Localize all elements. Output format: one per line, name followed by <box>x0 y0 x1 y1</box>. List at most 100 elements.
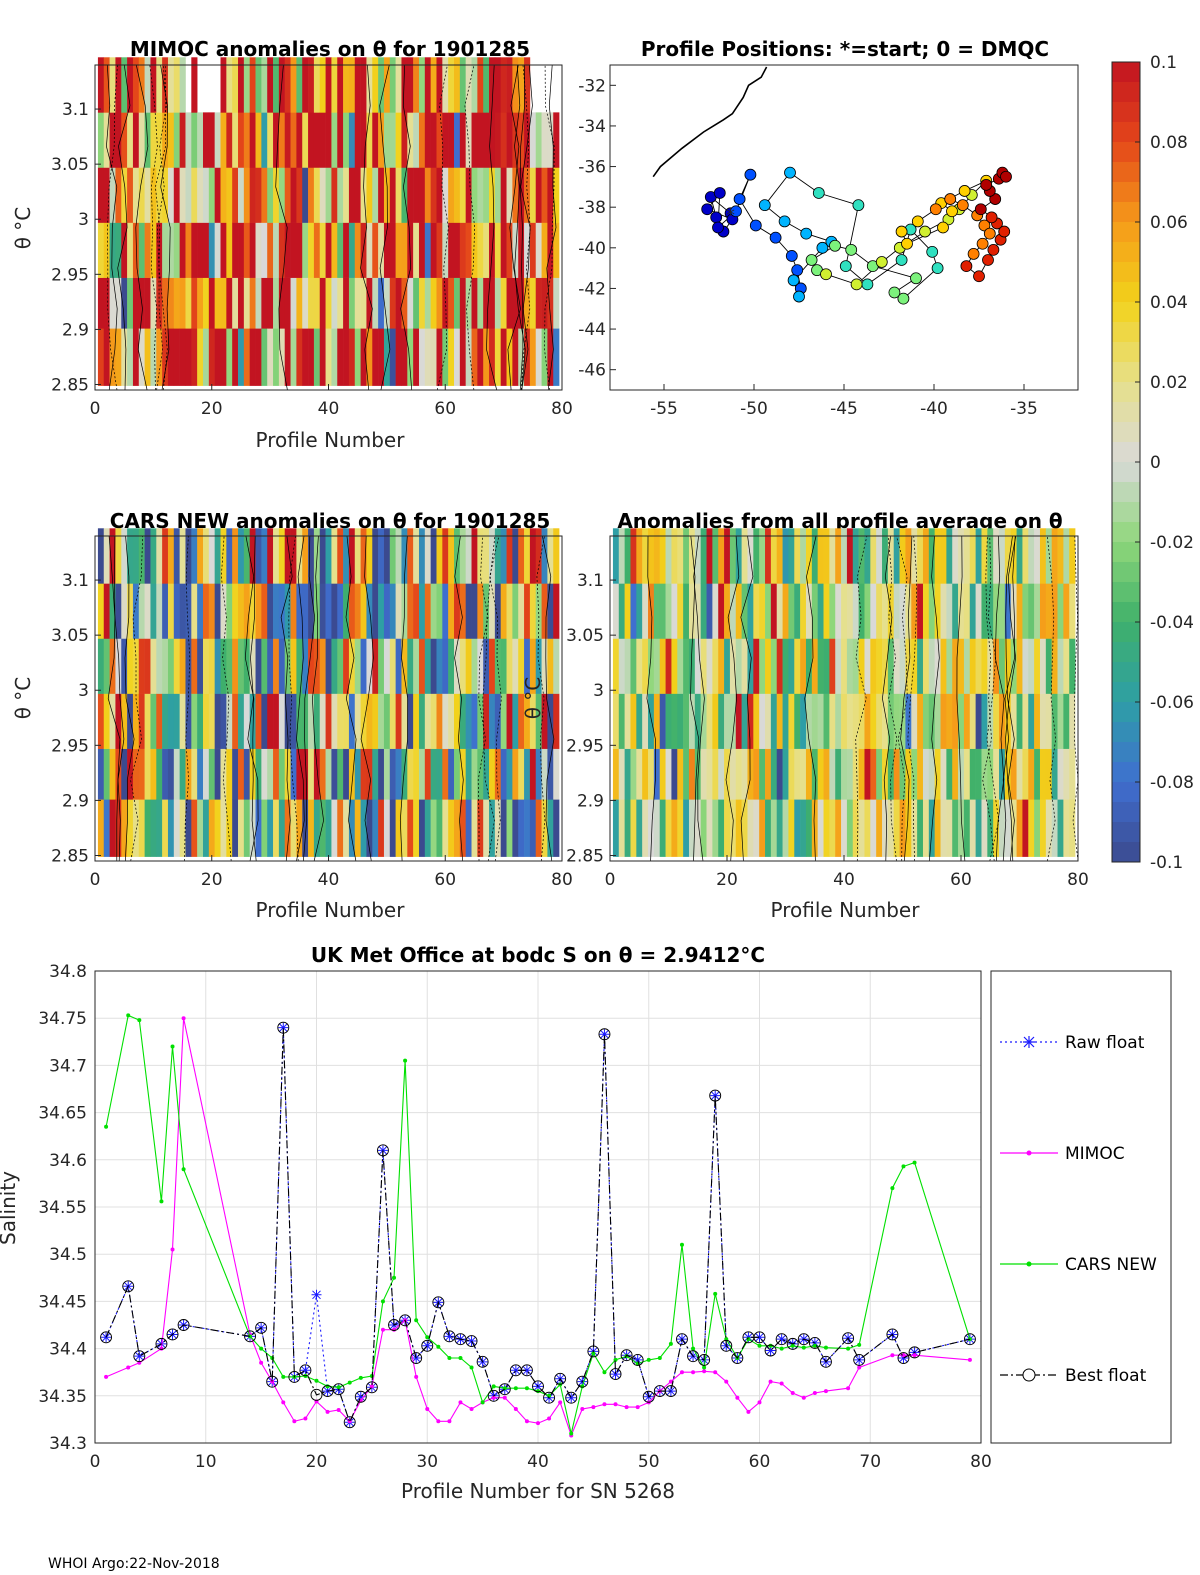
heat-cell <box>811 583 818 639</box>
positions-panel: Profile Positions: *=start; 0 = DMQC *-5… <box>578 37 1079 419</box>
y-tick-label: 2.9 <box>62 320 89 340</box>
heat-cell <box>302 57 309 113</box>
heat-cell <box>636 799 643 857</box>
heat-cell <box>383 748 391 800</box>
heat-cell <box>273 57 280 113</box>
heat-cell <box>459 167 466 223</box>
heat-cell <box>156 693 163 749</box>
heat-cell <box>852 638 859 694</box>
heat-cell <box>103 583 110 639</box>
heat-cell <box>296 748 303 800</box>
heat-cell <box>882 799 889 857</box>
heat-cell <box>448 583 455 639</box>
heat-cell <box>226 583 233 639</box>
x-tick-label: 0 <box>90 399 101 419</box>
heat-cell <box>413 328 420 386</box>
data-point <box>325 1384 330 1389</box>
heat-cell <box>887 799 895 857</box>
profile-position <box>845 243 858 256</box>
colorbar-swatch <box>1112 802 1140 823</box>
heat-cell <box>981 693 988 749</box>
heat-cell <box>418 328 426 386</box>
heat-cell <box>173 528 180 584</box>
profile-position <box>1000 170 1012 183</box>
contour-line <box>929 535 940 862</box>
heat-cell <box>436 528 443 584</box>
heat-cell <box>202 638 210 694</box>
heat-cell <box>448 799 455 857</box>
heat-cell <box>389 222 396 278</box>
data-point <box>159 1346 164 1351</box>
heat-cell <box>541 528 548 584</box>
heat-cell <box>706 748 713 800</box>
data-point <box>392 1327 397 1332</box>
heat-cell <box>331 528 338 584</box>
heat-cell <box>547 583 554 639</box>
data-point <box>857 1365 862 1370</box>
heat-cell <box>436 748 443 800</box>
heat-cell <box>858 528 865 584</box>
heat-cell <box>348 799 356 857</box>
colorbar-swatch <box>1112 602 1140 623</box>
heat-cell <box>337 693 344 749</box>
heat-cell <box>688 638 696 694</box>
heat-cell <box>829 693 836 749</box>
heat-cell <box>156 328 163 386</box>
heat-cell <box>770 528 778 584</box>
heat-cell <box>284 167 291 223</box>
legend-mimoc: MIMOC <box>1065 1144 1125 1164</box>
heat-cell <box>494 167 502 223</box>
heat-cell <box>1028 693 1035 749</box>
heat-cell <box>477 222 484 278</box>
heat-cell <box>418 277 426 329</box>
x-tick-label: 40 <box>527 1452 549 1472</box>
heat-cell <box>946 528 953 584</box>
heat-cell <box>220 57 227 113</box>
heat-cell <box>747 693 754 749</box>
heat-cell <box>179 328 186 386</box>
heat-cell <box>858 583 865 639</box>
heat-cell <box>442 748 449 800</box>
heat-cell <box>876 528 883 584</box>
data-point <box>657 1356 662 1361</box>
mimoc-xlabel: Profile Number <box>256 428 406 452</box>
heat-cell <box>494 277 502 329</box>
heat-cell <box>870 693 877 749</box>
heat-cell <box>208 167 215 223</box>
contour-line <box>740 535 754 862</box>
heat-cell <box>238 583 245 639</box>
data-point <box>137 1018 142 1023</box>
heat-cell <box>1034 799 1041 857</box>
profile-position <box>812 187 825 199</box>
heat-cell <box>331 277 338 329</box>
data-point <box>104 1374 109 1379</box>
heat-cell <box>255 57 262 113</box>
heat-cell <box>226 638 233 694</box>
heat-cell <box>928 638 935 694</box>
heat-cell <box>325 748 332 800</box>
heat-cell <box>975 528 982 584</box>
heat-cell <box>121 528 128 584</box>
heat-cell <box>624 638 631 694</box>
heat-cell <box>442 528 449 584</box>
heat-cell <box>162 112 169 168</box>
heat-cell <box>208 583 215 639</box>
profile-position <box>980 178 993 191</box>
heat-cell <box>366 222 373 278</box>
y-tick-label: 34.3 <box>49 1434 87 1454</box>
heat-cell <box>202 222 210 278</box>
heat-cell <box>121 167 128 223</box>
heat-cell <box>214 748 221 800</box>
heat-cell <box>132 277 140 329</box>
heat-cell <box>97 693 105 749</box>
heat-cell <box>325 222 332 278</box>
heat-cell <box>735 638 742 694</box>
heat-cell <box>535 748 542 800</box>
heat-cell <box>243 112 250 168</box>
heat-cell <box>185 222 192 278</box>
heat-cell <box>899 693 906 749</box>
heat-cell <box>378 328 385 386</box>
heat-cell <box>284 222 291 278</box>
data-point <box>912 1353 917 1358</box>
heat-cell <box>454 222 461 278</box>
